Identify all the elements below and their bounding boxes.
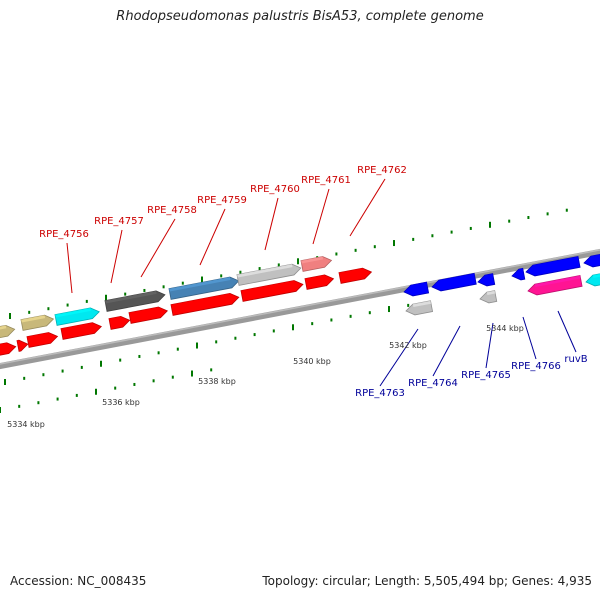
forward-gene-arrow-shine bbox=[0, 325, 7, 331]
forward-gene-arrow bbox=[338, 267, 373, 284]
tick-row-middle bbox=[4, 303, 410, 385]
reverse-gene-arrow-shine bbox=[410, 282, 428, 289]
reverse-gene-arrow-shine bbox=[592, 272, 600, 279]
reverse-gene-label: RPE_4765 bbox=[461, 370, 511, 381]
callout-leader bbox=[485, 322, 494, 369]
reverse-gene-arrow-shine bbox=[534, 275, 581, 288]
callout-leader bbox=[312, 188, 330, 245]
callout-leader bbox=[379, 328, 419, 387]
ruler-label: 5336 kbp bbox=[102, 398, 140, 407]
forward-gene-arrow-shine bbox=[168, 277, 231, 292]
reverse-gene-arrow bbox=[585, 272, 600, 287]
tick-row-bottom bbox=[0, 368, 213, 413]
reverse-gene-arrow-shine bbox=[518, 268, 524, 273]
forward-gene-arrow bbox=[104, 290, 166, 312]
ruler-label: 5338 kbp bbox=[198, 377, 236, 386]
forward-gene-arrow-shine bbox=[304, 274, 326, 282]
accession-label: Accession: NC_008435 bbox=[10, 574, 147, 588]
ruler-label: 5334 kbp bbox=[7, 420, 45, 429]
callout-leader bbox=[264, 197, 279, 251]
reverse-gene-arrow-shine bbox=[438, 273, 475, 284]
forward-gene-arrow bbox=[300, 256, 333, 272]
forward-gene-label: RPE_4756 bbox=[39, 229, 89, 240]
reverse-gene-arrow-shine bbox=[532, 256, 579, 269]
genome-backbone bbox=[0, 248, 600, 370]
reverse-gene-label: RPE_4763 bbox=[355, 388, 405, 399]
ruler-label: 5340 kbp bbox=[293, 357, 331, 366]
reverse-gene-arrow-shine bbox=[412, 300, 432, 308]
forward-gene-arrow-shine bbox=[240, 280, 295, 294]
forward-gene-label: RPE_4761 bbox=[301, 175, 351, 186]
callout-leader bbox=[199, 208, 226, 266]
callout-leader bbox=[522, 316, 537, 360]
callout-leader bbox=[110, 229, 123, 284]
forward-gene-arrow-shine bbox=[20, 315, 46, 323]
forward-gene-arrow-shine bbox=[128, 306, 160, 316]
forward-gene-arrow bbox=[240, 280, 304, 302]
callout-leader bbox=[557, 310, 577, 353]
forward-gene-label: RPE_4758 bbox=[147, 205, 197, 216]
genome-stats-label: Topology: circular; Length: 5,505,494 bp… bbox=[262, 574, 592, 588]
forward-gene-arrow bbox=[16, 339, 29, 352]
forward-gene-arrow-shine bbox=[170, 293, 231, 308]
forward-gene-arrow-shine bbox=[338, 268, 364, 276]
forward-gene-arrow-shine bbox=[16, 340, 20, 344]
forward-gene-arrow-shine bbox=[300, 256, 324, 264]
reverse-gene-arrow-shine bbox=[590, 253, 600, 260]
genome-backbone-highlight bbox=[0, 249, 600, 365]
forward-gene-arrow-shine bbox=[54, 307, 91, 318]
reverse-gene-arrow-shine bbox=[484, 273, 494, 279]
map-title: Rhodopseudomonas palustris BisA53, compl… bbox=[116, 9, 484, 24]
forward-gene-arrow-shine bbox=[60, 322, 93, 332]
forward-gene-arrow bbox=[0, 342, 17, 356]
gene-arrows bbox=[0, 253, 600, 356]
reverse-gene-label: ruvB bbox=[564, 354, 587, 365]
forward-gene-arrow bbox=[304, 274, 335, 290]
ruler-label: 5342 kbp bbox=[389, 341, 427, 350]
reverse-gene-label: RPE_4766 bbox=[511, 361, 561, 372]
callout-leader bbox=[66, 242, 73, 294]
callout-leader bbox=[349, 178, 386, 237]
forward-gene-arrow-shine bbox=[236, 264, 293, 278]
ruler-label: 5344 kbp bbox=[486, 324, 524, 333]
forward-gene-label: RPE_4759 bbox=[197, 195, 247, 206]
reverse-gene-label: RPE_4764 bbox=[408, 378, 458, 389]
forward-gene-arrow-shine bbox=[0, 342, 8, 348]
gene-callouts: RPE_4756 RPE_4757RPE_4758RPE_4759RPE_4760… bbox=[39, 165, 588, 399]
callout-leader bbox=[432, 325, 461, 377]
forward-gene-arrow bbox=[20, 314, 55, 331]
ruler-labels: 5334 kbp 5336 kbp 5338 kbp 5340 kbp 5342 kbp… bbox=[7, 324, 524, 429]
forward-gene-arrow-shine bbox=[26, 332, 50, 340]
forward-gene-label: RPE_4762 bbox=[357, 165, 407, 176]
forward-gene-arrow-shine bbox=[108, 316, 122, 322]
reverse-gene-arrow-shine bbox=[486, 290, 496, 296]
forward-gene-label: RPE_4757 bbox=[94, 216, 144, 227]
forward-gene-label: RPE_4760 bbox=[250, 184, 300, 195]
forward-gene-arrow bbox=[26, 332, 59, 348]
callout-leader bbox=[140, 218, 176, 278]
forward-gene-arrow-shine bbox=[104, 290, 157, 304]
tick-row-top bbox=[9, 208, 568, 319]
